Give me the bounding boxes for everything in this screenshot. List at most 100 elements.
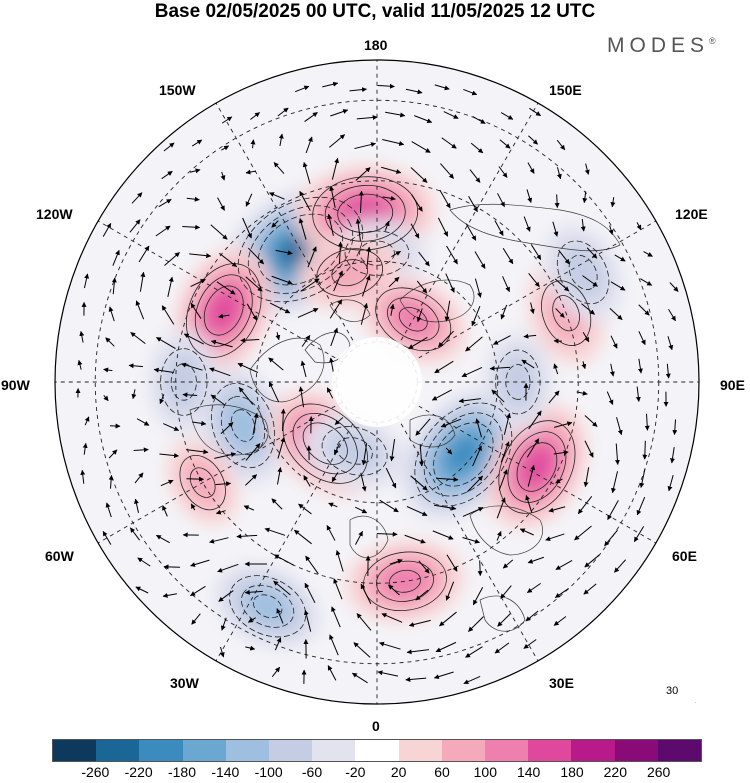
wind-vector	[245, 169, 257, 175]
wind-vector	[555, 478, 563, 484]
wind-vector	[80, 469, 86, 484]
wind-vector	[163, 423, 180, 431]
wind-vector	[153, 367, 174, 374]
wind-vector	[552, 221, 559, 237]
wind-vector	[528, 410, 542, 430]
wind-vector	[385, 467, 397, 489]
wind-vector	[527, 464, 536, 487]
wind-vector	[356, 613, 372, 631]
wind-vector	[155, 534, 170, 544]
wind-vector	[139, 271, 146, 292]
wind-vector	[219, 646, 225, 658]
wind-vector	[604, 529, 618, 547]
wind-vector	[406, 649, 429, 655]
colorbar-segment	[312, 740, 356, 761]
wind-vector	[273, 580, 291, 596]
wind-vector	[245, 474, 257, 486]
wind-vector	[326, 524, 336, 541]
wind-vector	[298, 217, 307, 240]
wind-vectors	[75, 81, 679, 685]
anomaly-blob	[378, 563, 432, 600]
wind-vector	[470, 142, 484, 154]
wind-vector	[668, 308, 676, 322]
contour-line	[229, 575, 307, 638]
wind-vector	[329, 357, 334, 373]
wind-vector	[405, 676, 427, 682]
wind-vector	[275, 332, 281, 341]
wind-vector	[581, 303, 595, 315]
wind-vector	[406, 506, 428, 516]
wind-vector	[360, 583, 372, 605]
wind-vector	[465, 223, 477, 241]
wind-vector	[606, 391, 614, 405]
wind-vector	[236, 533, 258, 539]
wind-vector	[503, 412, 511, 435]
wind-vector	[209, 537, 229, 544]
wind-vector	[300, 360, 307, 378]
wind-vector	[462, 536, 480, 544]
wind-vector	[608, 225, 614, 235]
anomaly-blob	[322, 427, 387, 475]
wind-vector	[584, 440, 594, 458]
wind-vector	[440, 418, 461, 428]
wind-vector	[643, 251, 653, 257]
wind-vector	[385, 111, 406, 118]
wind-vector	[474, 251, 486, 269]
wind-vector	[496, 497, 506, 519]
wind-vector	[405, 88, 423, 95]
wind-vector	[530, 244, 542, 260]
wind-vector	[269, 302, 291, 314]
wind-vector	[414, 115, 433, 124]
wind-vector	[218, 590, 234, 602]
wind-vector	[577, 496, 593, 515]
contour-line	[203, 285, 244, 336]
wind-vector	[445, 273, 455, 293]
wind-vector	[221, 145, 230, 151]
contour-line	[179, 455, 226, 511]
colorbar-segment	[53, 740, 97, 761]
wind-vector	[192, 420, 207, 426]
wind-vector	[415, 418, 431, 436]
wind-vector	[220, 422, 234, 434]
meridian-line	[396, 416, 539, 662]
wind-vector	[182, 224, 201, 230]
wind-vector	[583, 583, 597, 595]
wind-vector	[469, 169, 481, 183]
wind-vector	[670, 447, 675, 464]
wind-vector	[614, 254, 626, 262]
wind-vector	[444, 300, 451, 322]
wind-vector	[434, 84, 450, 91]
wind-vector	[268, 357, 284, 371]
contour-line	[389, 569, 421, 593]
wind-vector	[491, 389, 505, 403]
wind-vector	[382, 195, 396, 201]
wind-vector	[271, 275, 293, 285]
colorbar-tick-label: 220	[603, 764, 628, 780]
wind-vector	[216, 281, 236, 295]
wind-vector	[103, 367, 113, 373]
wind-vector	[360, 472, 367, 492]
wind-vector	[240, 337, 260, 343]
wind-vector	[526, 438, 540, 458]
wind-vector	[354, 142, 377, 150]
contour-lines	[160, 176, 610, 638]
map-title: Base 02/05/2025 00 UTC, valid 11/05/2025…	[154, 1, 596, 22]
wind-vector	[554, 421, 573, 428]
wind-vector	[335, 549, 344, 572]
wind-vector	[155, 225, 171, 237]
wind-vector	[667, 474, 674, 492]
wind-vector	[161, 170, 173, 180]
wind-vector	[411, 194, 423, 212]
wind-vector	[463, 88, 478, 96]
wind-vector	[250, 112, 260, 120]
wind-vector	[273, 162, 285, 174]
contour-line	[189, 467, 216, 498]
wind-vector	[366, 246, 372, 269]
wind-vector	[79, 330, 85, 343]
wind-vector	[190, 585, 206, 597]
wind-vector	[377, 83, 395, 89]
colorbar-segment	[225, 740, 270, 761]
wind-vector	[274, 637, 282, 651]
wind-vector	[355, 506, 368, 514]
wind-vector	[498, 469, 508, 491]
